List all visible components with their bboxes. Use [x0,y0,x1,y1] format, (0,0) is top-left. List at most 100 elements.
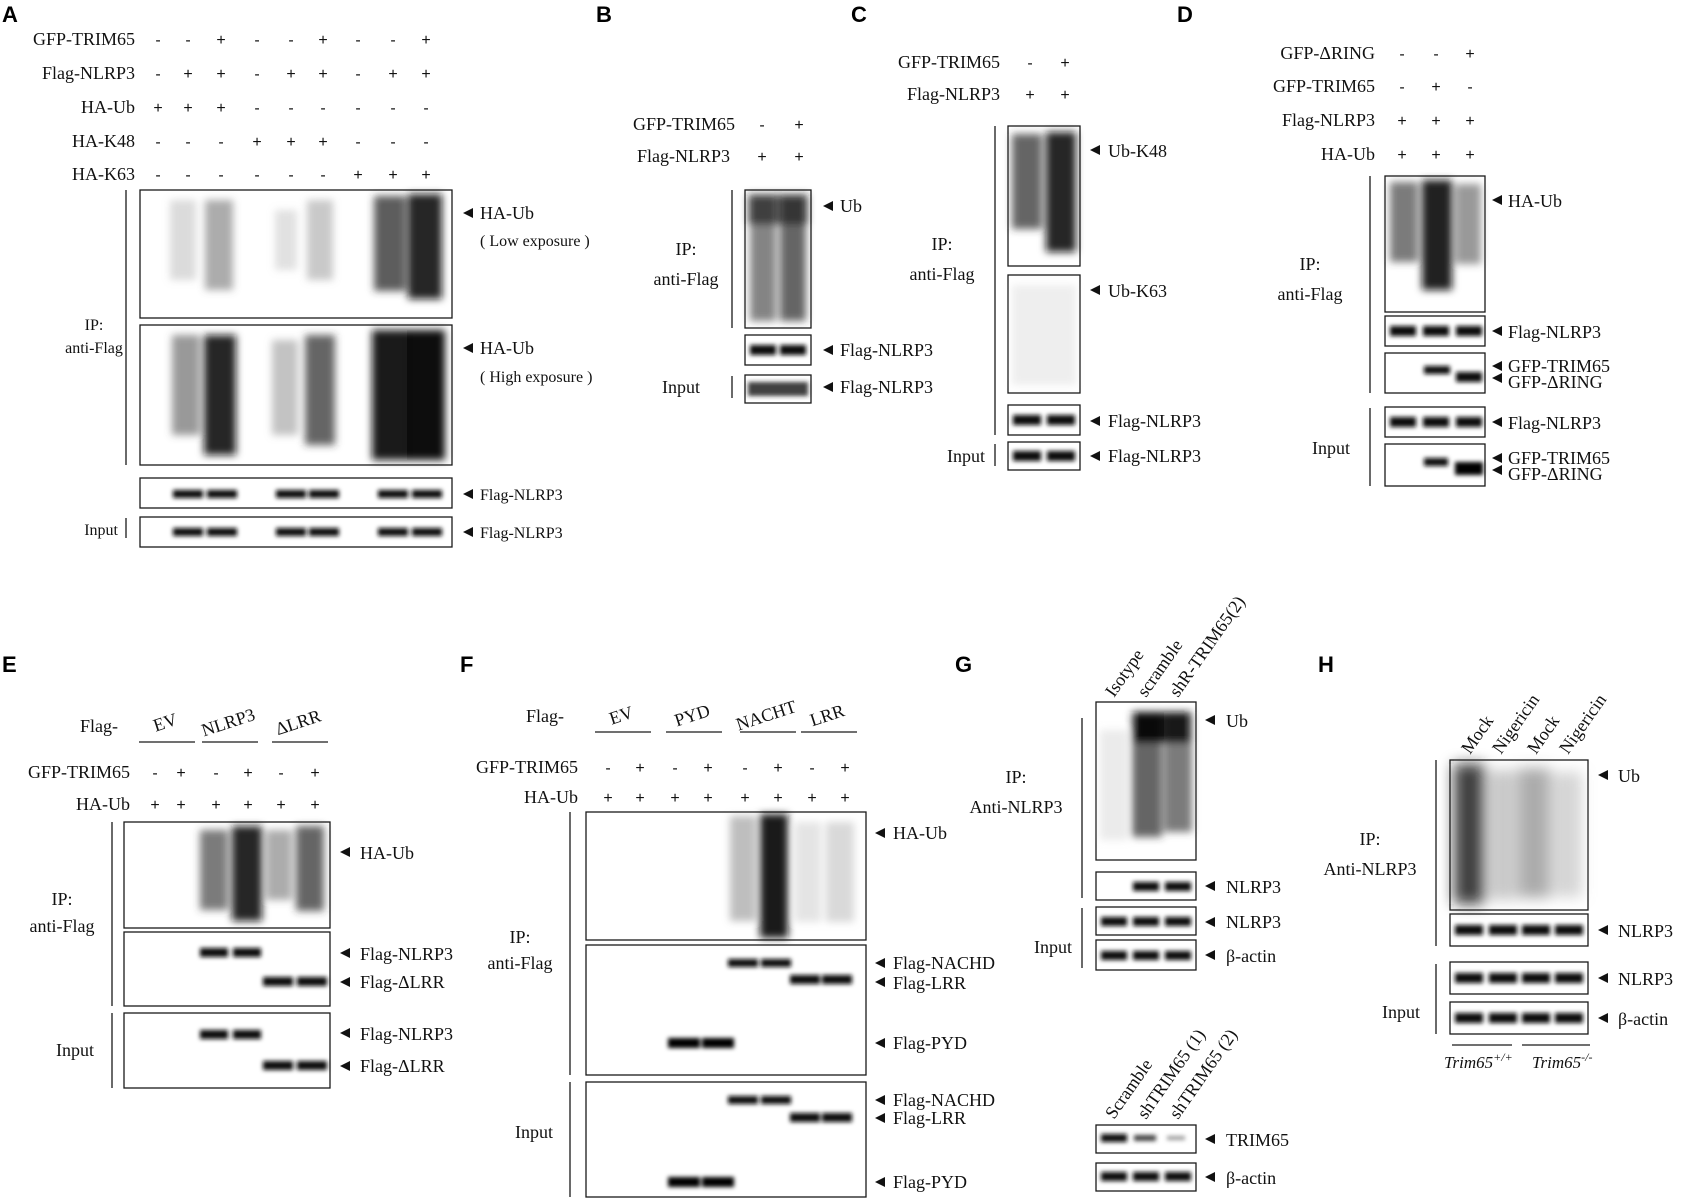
e-ip-label: IP: [51,889,72,909]
e-blot-label-3: Flag-ΔLRR [360,972,445,992]
a-blot-label-5: Flag-NLRP3 [480,487,563,504]
h-arrow-4 [1598,1013,1608,1023]
h-smears [1454,764,1582,904]
treatment-symbol: + [670,790,679,807]
f-blot-ha-ub [585,811,867,941]
treatment-symbol: + [757,149,766,166]
b-arrow-2 [823,345,833,355]
d-arrow-7 [1492,465,1502,475]
a-blot-low-exposure [139,189,453,319]
h-genotype-1: Trim65+/+ [1444,1050,1513,1072]
g-arrow-6 [1205,1172,1215,1182]
f-row-label-gfp-trim65: GFP-TRIM65 [476,757,578,777]
treatment-symbol: + [183,100,192,117]
c-ip-antibody: anti-Flag [910,264,975,284]
g-ip-label: IP: [1005,767,1026,787]
lane-label: Mock [1457,711,1497,757]
treatment-symbol: - [320,167,325,184]
f-arrow-7 [875,1177,885,1187]
d-blot-label-7: GFP-ΔRING [1508,464,1603,484]
f-arrow-3 [875,977,885,987]
treatment-symbol: + [1465,113,1474,130]
construct-label: PYD [672,700,712,730]
treatment-symbol: - [288,167,293,184]
h-arrow-1 [1598,770,1608,780]
c-bands [1013,415,1075,461]
d-ip-antibody: anti-Flag [1278,284,1343,304]
treatment-symbol: - [218,134,223,151]
g-blot-ub [1095,701,1197,861]
treatment-symbol: + [286,66,295,83]
a-ip-antibody: anti-Flag [65,340,123,357]
e-blot-ha-ub [123,821,331,929]
treatment-symbol: - [288,100,293,117]
a-blot-label-6: Flag-NLRP3 [480,525,563,542]
h-blot-nlrp3-ip [1449,913,1589,947]
g-bands [1101,882,1191,960]
f-blot-label-1: HA-Ub [893,823,947,843]
g-blot-label-6: β-actin [1226,1168,1276,1188]
treatment-symbol: - [355,66,360,83]
e-arrow-2 [340,948,350,958]
treatment-symbol: + [216,32,225,49]
panel-letter-g: G [955,652,972,677]
treatment-symbol: - [1433,46,1438,63]
treatment-symbol: + [176,765,185,782]
treatment-symbol: + [421,167,430,184]
h-blot-nlrp3-input [1449,961,1589,995]
g-arrow-5 [1205,1134,1215,1144]
f-blot-label-3: Flag-LRR [893,973,966,993]
d-row-label-gfp-dring: GFP-ΔRING [1280,43,1375,63]
construct-label: EV [607,702,636,728]
c-blot-label-3: Flag-NLRP3 [1108,411,1201,431]
construct-label: EV [151,709,180,735]
treatment-symbol: + [1060,55,1069,72]
c-arrow-1 [1090,145,1100,155]
panel-letter-d: D [1177,2,1193,27]
g-smears [1100,712,1192,840]
b-ip-antibody: anti-Flag [654,269,719,289]
e-ip-antibody: anti-Flag [30,916,95,936]
h-arrow-3 [1598,973,1608,983]
treatment-symbol: + [353,167,362,184]
d-bands [1390,326,1483,475]
g-arrow-2 [1205,881,1215,891]
f-blot-flag-input [585,1081,867,1198]
treatment-symbol: - [254,66,259,83]
c-blot-flag-nlrp3-ip [1007,404,1081,436]
h-genotype-1-gene: Trim65 [1444,1053,1493,1072]
e-flag-label: Flag- [80,716,118,736]
treatment-symbol: - [1399,46,1404,63]
treatment-symbol: - [1027,55,1032,72]
f-ip-label: IP: [509,927,530,947]
e-construct-groups: EV NLRP3 ΔLRR [139,704,328,743]
e-bands [200,948,327,1070]
e-row-label-ha-ub: HA-Ub [76,794,130,814]
g-ip-antibody: Anti-NLRP3 [969,797,1062,817]
g-arrow-4 [1205,950,1215,960]
h-ip-label: IP: [1359,829,1380,849]
d-smears [1390,180,1481,290]
d-blot-gfp-input [1384,443,1486,487]
a-blot-label-3: HA-Ub [480,338,534,358]
treatment-symbol: + [794,149,803,166]
treatment-symbol: - [155,66,160,83]
e-arrow-4 [340,1028,350,1038]
h-blot-label-2: NLRP3 [1618,921,1673,941]
treatment-symbol: - [742,760,747,777]
g-blot-label-3: NLRP3 [1226,912,1281,932]
treatment-symbol: - [288,32,293,49]
treatment-symbol: - [390,134,395,151]
b-blot-label-3: Flag-NLRP3 [840,377,933,397]
b-blot-flag-nlrp3-ip [744,334,812,366]
f-row-label-ha-ub: HA-Ub [524,787,578,807]
d-blot-label-4: GFP-ΔRING [1508,372,1603,392]
a-smears-low [170,194,442,299]
f-blot-label-5: Flag-NACHD [893,1090,995,1110]
a-input-label: Input [84,522,118,539]
d-blot-flag-nlrp3-ip [1384,315,1486,347]
b-ip-label: IP: [675,239,696,259]
h-genotype-2-gene: Trim65 [1532,1053,1581,1072]
f-blot-flag-ip [585,944,867,1076]
